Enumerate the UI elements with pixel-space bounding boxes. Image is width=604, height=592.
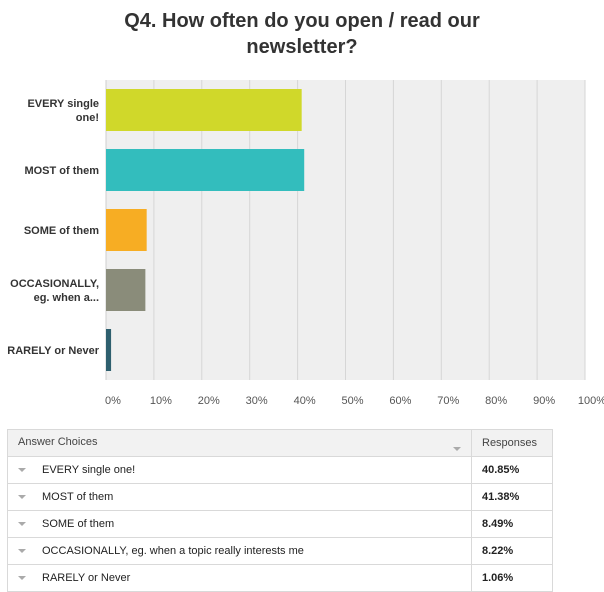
answer-choices-header[interactable]: Answer Choices — [7, 429, 472, 457]
bar — [106, 209, 147, 251]
expand-chevron-icon[interactable] — [18, 576, 26, 581]
response-pct: 8.22% — [471, 537, 553, 565]
x-tick-label: 30% — [246, 395, 268, 407]
title-line-2: newsletter? — [246, 36, 358, 58]
y-category-label: eg. when a... — [34, 292, 99, 304]
x-tick-label: 20% — [198, 395, 220, 407]
x-tick-label: 100% — [578, 395, 604, 407]
choice-cell[interactable]: EVERY single one! — [7, 456, 472, 484]
expand-chevron-icon[interactable] — [18, 549, 26, 554]
x-tick-label: 60% — [389, 395, 411, 407]
expand-chevron-icon[interactable] — [18, 468, 26, 473]
choice-label: SOME of them — [42, 518, 115, 530]
bar — [106, 329, 112, 371]
x-tick-label: 70% — [437, 395, 459, 407]
x-tick-label: 90% — [533, 395, 555, 407]
table-row: OCCASIONALLY, eg. when a topic really in… — [7, 537, 553, 565]
title-line-1: Q4. How often do you open / read our — [124, 10, 480, 32]
x-tick-label: 10% — [150, 395, 172, 407]
choice-label: EVERY single one! — [42, 464, 136, 476]
answer-choices-label: Answer Choices — [18, 435, 98, 448]
expand-chevron-icon[interactable] — [18, 495, 26, 500]
choice-cell[interactable]: SOME of them — [7, 510, 472, 538]
responses-header[interactable]: Responses — [471, 429, 553, 457]
y-category-label: one! — [76, 112, 99, 124]
y-category-label: OCCASIONALLY, — [10, 278, 99, 290]
bar — [106, 269, 146, 311]
table-row: SOME of them 8.49% — [7, 510, 553, 538]
x-tick-label: 40% — [294, 395, 316, 407]
bar-chart: 0% 10% 20% 30% 40% 50% 60% 70% 80% 90% 100% EVERY s… — [7, 80, 604, 407]
response-pct: 8.49% — [471, 510, 553, 538]
chart-title: Q4. How often do you open / read our new… — [0, 8, 604, 60]
response-pct: 41.38% — [471, 483, 553, 511]
bar — [106, 89, 302, 131]
response-pct: 40.85% — [471, 456, 553, 484]
sort-chevron-down-icon[interactable] — [453, 446, 461, 451]
response-pct: 1.06% — [471, 564, 553, 592]
table-row: MOST of them 41.38% — [7, 483, 553, 511]
table-row: EVERY single one! 40.85% — [7, 456, 553, 484]
y-category-label: EVERY single — [27, 98, 99, 110]
table-header-row: Answer Choices Responses — [7, 429, 553, 457]
responses-table: Answer Choices Responses EVERY single on… — [7, 429, 553, 592]
choice-cell[interactable]: MOST of them — [7, 483, 472, 511]
choice-label: MOST of them — [42, 491, 114, 503]
y-category-label: SOME of them — [24, 225, 99, 237]
y-category-label: MOST of them — [24, 165, 99, 177]
x-tick-label: 80% — [485, 395, 507, 407]
choice-label: RARELY or Never — [42, 572, 131, 584]
choice-label: OCCASIONALLY, eg. when a topic really in… — [42, 545, 304, 557]
x-tick-label: 50% — [341, 395, 363, 407]
y-category-label: RARELY or Never — [7, 345, 99, 357]
choice-cell[interactable]: RARELY or Never — [7, 564, 472, 592]
bar — [106, 149, 305, 191]
expand-chevron-icon[interactable] — [18, 522, 26, 527]
x-tick-label: 0% — [105, 395, 121, 407]
choice-cell[interactable]: OCCASIONALLY, eg. when a topic really in… — [7, 537, 472, 565]
table-row: RARELY or Never 1.06% — [7, 564, 553, 592]
